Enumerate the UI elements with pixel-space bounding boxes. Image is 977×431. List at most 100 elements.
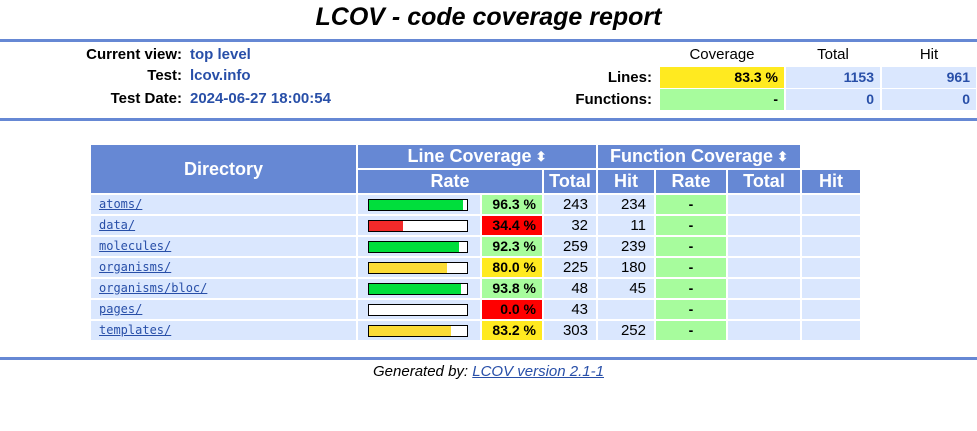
directory-link[interactable]: data/: [99, 218, 136, 232]
line-total-cell: 225: [544, 258, 596, 277]
function-hit-cell: [802, 300, 860, 319]
coverage-bar: [368, 324, 468, 337]
footer-divider: [0, 357, 977, 360]
coverage-bar-cell: [358, 279, 480, 298]
line-total-cell: 303: [544, 321, 596, 340]
function-coverage-header[interactable]: Function Coverage ⬍: [598, 145, 800, 168]
coverage-bar: [368, 198, 468, 211]
directory-link[interactable]: pages/: [99, 302, 143, 316]
function-hit-cell: [802, 216, 860, 235]
summary-lines-hit: 961: [882, 67, 976, 88]
summary-lines-coverage: 83.3 %: [660, 67, 784, 88]
function-rate-header: Rate: [656, 170, 726, 193]
function-hit-cell: [802, 237, 860, 256]
line-hit-cell: 45: [598, 279, 654, 298]
coverage-bar-fill: [369, 283, 461, 294]
function-rate-cell: -: [656, 237, 726, 256]
directory-link[interactable]: molecules/: [99, 239, 172, 253]
sort-arrows-icon[interactable]: ⬍: [777, 149, 788, 165]
line-total-cell: 43: [544, 300, 596, 319]
directory-link[interactable]: organisms/bloc/: [99, 281, 208, 295]
coverage-bar-fill: [369, 262, 448, 273]
current-view-value: top level: [190, 46, 251, 63]
lcov-version-link[interactable]: LCOV version 2.1-1: [472, 363, 604, 380]
line-hit-cell: 239: [598, 237, 654, 256]
directory-cell: data/: [91, 216, 356, 235]
top-divider: [0, 39, 977, 42]
function-hit-cell: [802, 195, 860, 214]
line-rate-cell: 0.0 %: [482, 300, 542, 319]
directory-cell: organisms/bloc/: [91, 279, 356, 298]
function-total-cell: [728, 279, 800, 298]
test-value: lcov.info: [190, 67, 251, 84]
summary-functions-total: 0: [786, 89, 880, 110]
line-rate-cell: 93.8 %: [482, 279, 542, 298]
line-hit-header: Hit: [598, 170, 654, 193]
function-total-header: Total: [728, 170, 800, 193]
line-total-cell: 259: [544, 237, 596, 256]
coverage-bar: [368, 240, 468, 253]
report-info: Current view: top level Test: lcov.info …: [0, 44, 400, 110]
function-rate-cell: -: [656, 279, 726, 298]
function-total-cell: [728, 216, 800, 235]
footer: Generated by: LCOV version 2.1-1: [0, 362, 977, 382]
line-rate-cell: 80.0 %: [482, 258, 542, 277]
function-hit-header: Hit: [802, 170, 860, 193]
footer-prefix: Generated by:: [373, 363, 469, 380]
table-row: data/34.4 % 32 11-: [91, 216, 860, 235]
line-hit-cell: 234: [598, 195, 654, 214]
test-date-value: 2024-06-27 18:00:54: [190, 90, 331, 107]
summary-divider: [0, 118, 977, 121]
test-label: Test:: [147, 67, 182, 84]
line-rate-cell: 96.3 %: [482, 195, 542, 214]
summary-lines-label: Lines:: [607, 69, 652, 86]
function-rate-cell: -: [656, 216, 726, 235]
line-rate-header: Rate: [358, 170, 542, 193]
line-hit-cell: 252: [598, 321, 654, 340]
coverage-bar-cell: [358, 258, 480, 277]
coverage-bar: [368, 219, 468, 232]
function-total-cell: [728, 300, 800, 319]
coverage-bar-cell: [358, 300, 480, 319]
coverage-bar-fill: [369, 199, 464, 210]
table-row: organisms/bloc/93.8 % 48 45-: [91, 279, 860, 298]
function-rate-cell: -: [656, 321, 726, 340]
table-row: pages/0.0 % 43 -: [91, 300, 860, 319]
directory-cell: molecules/: [91, 237, 356, 256]
coverage-bar-cell: [358, 237, 480, 256]
line-total-cell: 48: [544, 279, 596, 298]
line-rate-cell: 92.3 %: [482, 237, 542, 256]
line-hit-cell: [598, 300, 654, 319]
page-title: LCOV - code coverage report: [315, 3, 662, 31]
coverage-bar-cell: [358, 321, 480, 340]
sort-arrows-icon[interactable]: ⬍: [535, 149, 547, 165]
coverage-bar-cell: [358, 216, 480, 235]
directory-cell: organisms/: [91, 258, 356, 277]
directory-link[interactable]: templates/: [99, 323, 172, 337]
coverage-bar: [368, 303, 468, 316]
line-total-header: Total: [544, 170, 596, 193]
table-row: templates/83.2 % 303 252-: [91, 321, 860, 340]
line-coverage-header[interactable]: Line Coverage ⬍: [358, 145, 596, 168]
summary-lines-total: 1153: [786, 67, 880, 88]
function-hit-cell: [802, 321, 860, 340]
function-hit-cell: [802, 258, 860, 277]
coverage-bar: [368, 261, 468, 274]
table-row: molecules/92.3 % 259 239-: [91, 237, 860, 256]
coverage-bar-fill: [369, 241, 460, 252]
directory-header: Directory: [91, 145, 356, 193]
line-total-cell: 32: [544, 216, 596, 235]
function-rate-cell: -: [656, 300, 726, 319]
directory-link[interactable]: organisms/: [99, 260, 172, 274]
function-hit-cell: [802, 279, 860, 298]
line-rate-cell: 83.2 %: [482, 321, 542, 340]
line-hit-cell: 180: [598, 258, 654, 277]
directory-link[interactable]: atoms/: [99, 197, 143, 211]
directory-coverage-table: Directory Line Coverage ⬍ Function Covera…: [89, 143, 862, 342]
function-total-cell: [728, 321, 800, 340]
line-coverage-header-label: Line Coverage: [407, 146, 532, 166]
coverage-bar-cell: [358, 195, 480, 214]
coverage-bar-fill: [369, 220, 403, 231]
function-total-cell: [728, 258, 800, 277]
summary-functions-hit: 0: [882, 89, 976, 110]
